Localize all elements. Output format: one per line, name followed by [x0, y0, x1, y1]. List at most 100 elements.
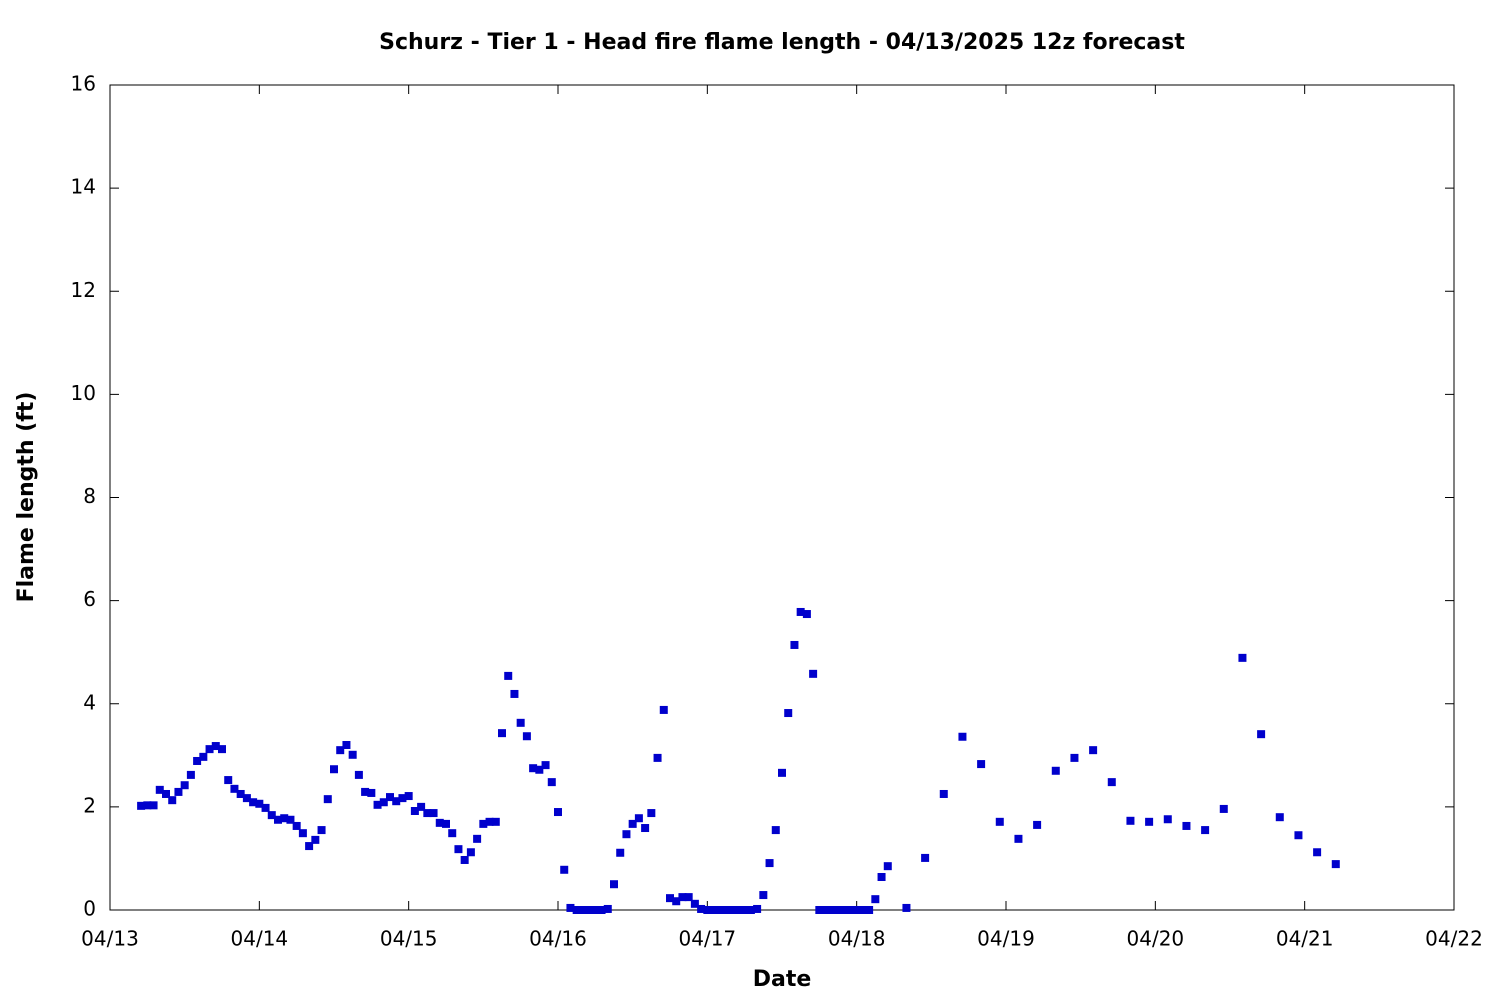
- data-point: [827, 906, 836, 914]
- data-point: [498, 729, 506, 738]
- data-point: [448, 829, 457, 838]
- data-point: [802, 610, 811, 619]
- data-point: [261, 803, 270, 812]
- data-point: [529, 764, 538, 773]
- data-point: [143, 801, 152, 810]
- data-point: [771, 826, 780, 835]
- data-point: [852, 906, 861, 914]
- data-point: [591, 906, 600, 914]
- x-tick-label: 04/13: [81, 927, 139, 951]
- data-point: [746, 906, 755, 914]
- data-point: [1051, 766, 1060, 775]
- data-point: [330, 765, 338, 774]
- data-point: [821, 906, 830, 914]
- data-point: [809, 669, 818, 678]
- data-point: [759, 891, 768, 900]
- data-point: [1257, 730, 1266, 739]
- chart-title: Schurz - Tier 1 - Head fire flame length…: [379, 30, 1185, 55]
- data-point: [753, 904, 762, 913]
- x-tick-label: 04/15: [380, 927, 438, 951]
- data-point: [610, 880, 618, 889]
- data-point: [274, 815, 282, 824]
- data-point: [174, 787, 183, 796]
- data-point: [541, 761, 550, 770]
- y-tick-label: 8: [83, 484, 96, 508]
- data-point: [236, 789, 245, 798]
- data-point: [1033, 820, 1042, 829]
- data-point: [1070, 753, 1079, 762]
- data-point: [286, 815, 295, 824]
- data-point: [267, 811, 276, 820]
- data-point: [386, 793, 394, 802]
- data-point: [1219, 804, 1228, 813]
- x-tick-label: 04/20: [1127, 927, 1185, 951]
- data-point: [1331, 860, 1340, 869]
- data-point: [1126, 816, 1135, 825]
- data-point: [572, 906, 581, 914]
- data-point: [728, 906, 737, 914]
- data-point: [460, 855, 469, 864]
- data-point: [466, 848, 475, 857]
- data-point: [578, 906, 587, 914]
- data-point: [336, 746, 345, 755]
- data-point: [373, 800, 382, 809]
- x-tick-label: 04/21: [1276, 927, 1334, 951]
- data-point: [1163, 815, 1172, 824]
- data-point: [348, 750, 357, 759]
- data-point: [404, 792, 413, 801]
- data-point: [292, 821, 301, 830]
- y-tick-label: 2: [83, 793, 96, 817]
- data-point: [765, 859, 774, 868]
- x-axis-label: Date: [753, 967, 812, 992]
- y-tick-label: 10: [71, 381, 96, 405]
- data-point: [740, 906, 749, 914]
- data-point: [479, 819, 488, 828]
- data-point: [554, 808, 562, 817]
- data-point: [796, 607, 805, 616]
- data-point: [205, 745, 214, 754]
- data-point: [734, 906, 743, 914]
- data-point: [616, 848, 625, 857]
- data-point: [547, 778, 556, 787]
- data-point: [628, 819, 637, 828]
- data-point: [784, 709, 793, 718]
- data-point: [815, 906, 824, 914]
- y-tick-label: 0: [83, 897, 96, 921]
- data-point: [1201, 826, 1210, 835]
- data-point: [678, 893, 687, 902]
- data-point: [342, 741, 351, 749]
- data-point: [516, 718, 525, 727]
- data-point: [641, 824, 650, 833]
- data-point: [858, 906, 867, 914]
- data-point: [840, 906, 849, 914]
- data-point: [647, 809, 656, 818]
- data-point: [690, 899, 699, 908]
- data-point: [522, 732, 531, 741]
- data-point: [560, 865, 569, 874]
- x-tick-label: 04/19: [977, 927, 1035, 951]
- data-point: [392, 797, 401, 806]
- data-point: [280, 814, 289, 823]
- data-point: [703, 906, 712, 914]
- data-point: [1182, 821, 1191, 830]
- data-point: [186, 770, 195, 779]
- data-point: [634, 814, 643, 823]
- data-point: [398, 794, 407, 803]
- y-tick-label: 16: [71, 72, 96, 96]
- data-point: [535, 765, 544, 774]
- data-point: [230, 784, 239, 793]
- data-point: [697, 904, 706, 913]
- data-point: [1089, 746, 1098, 755]
- x-tick-label: 04/14: [231, 927, 289, 951]
- y-tick-label: 6: [83, 587, 96, 611]
- data-point: [902, 903, 911, 912]
- data-point: [834, 906, 842, 914]
- data-point: [709, 906, 718, 914]
- data-point: [1313, 848, 1322, 857]
- data-point: [778, 768, 786, 777]
- data-point: [137, 801, 146, 810]
- plot-frame: [109, 84, 1455, 911]
- data-point: [1014, 834, 1023, 843]
- data-point: [1275, 813, 1284, 822]
- data-point: [224, 776, 233, 785]
